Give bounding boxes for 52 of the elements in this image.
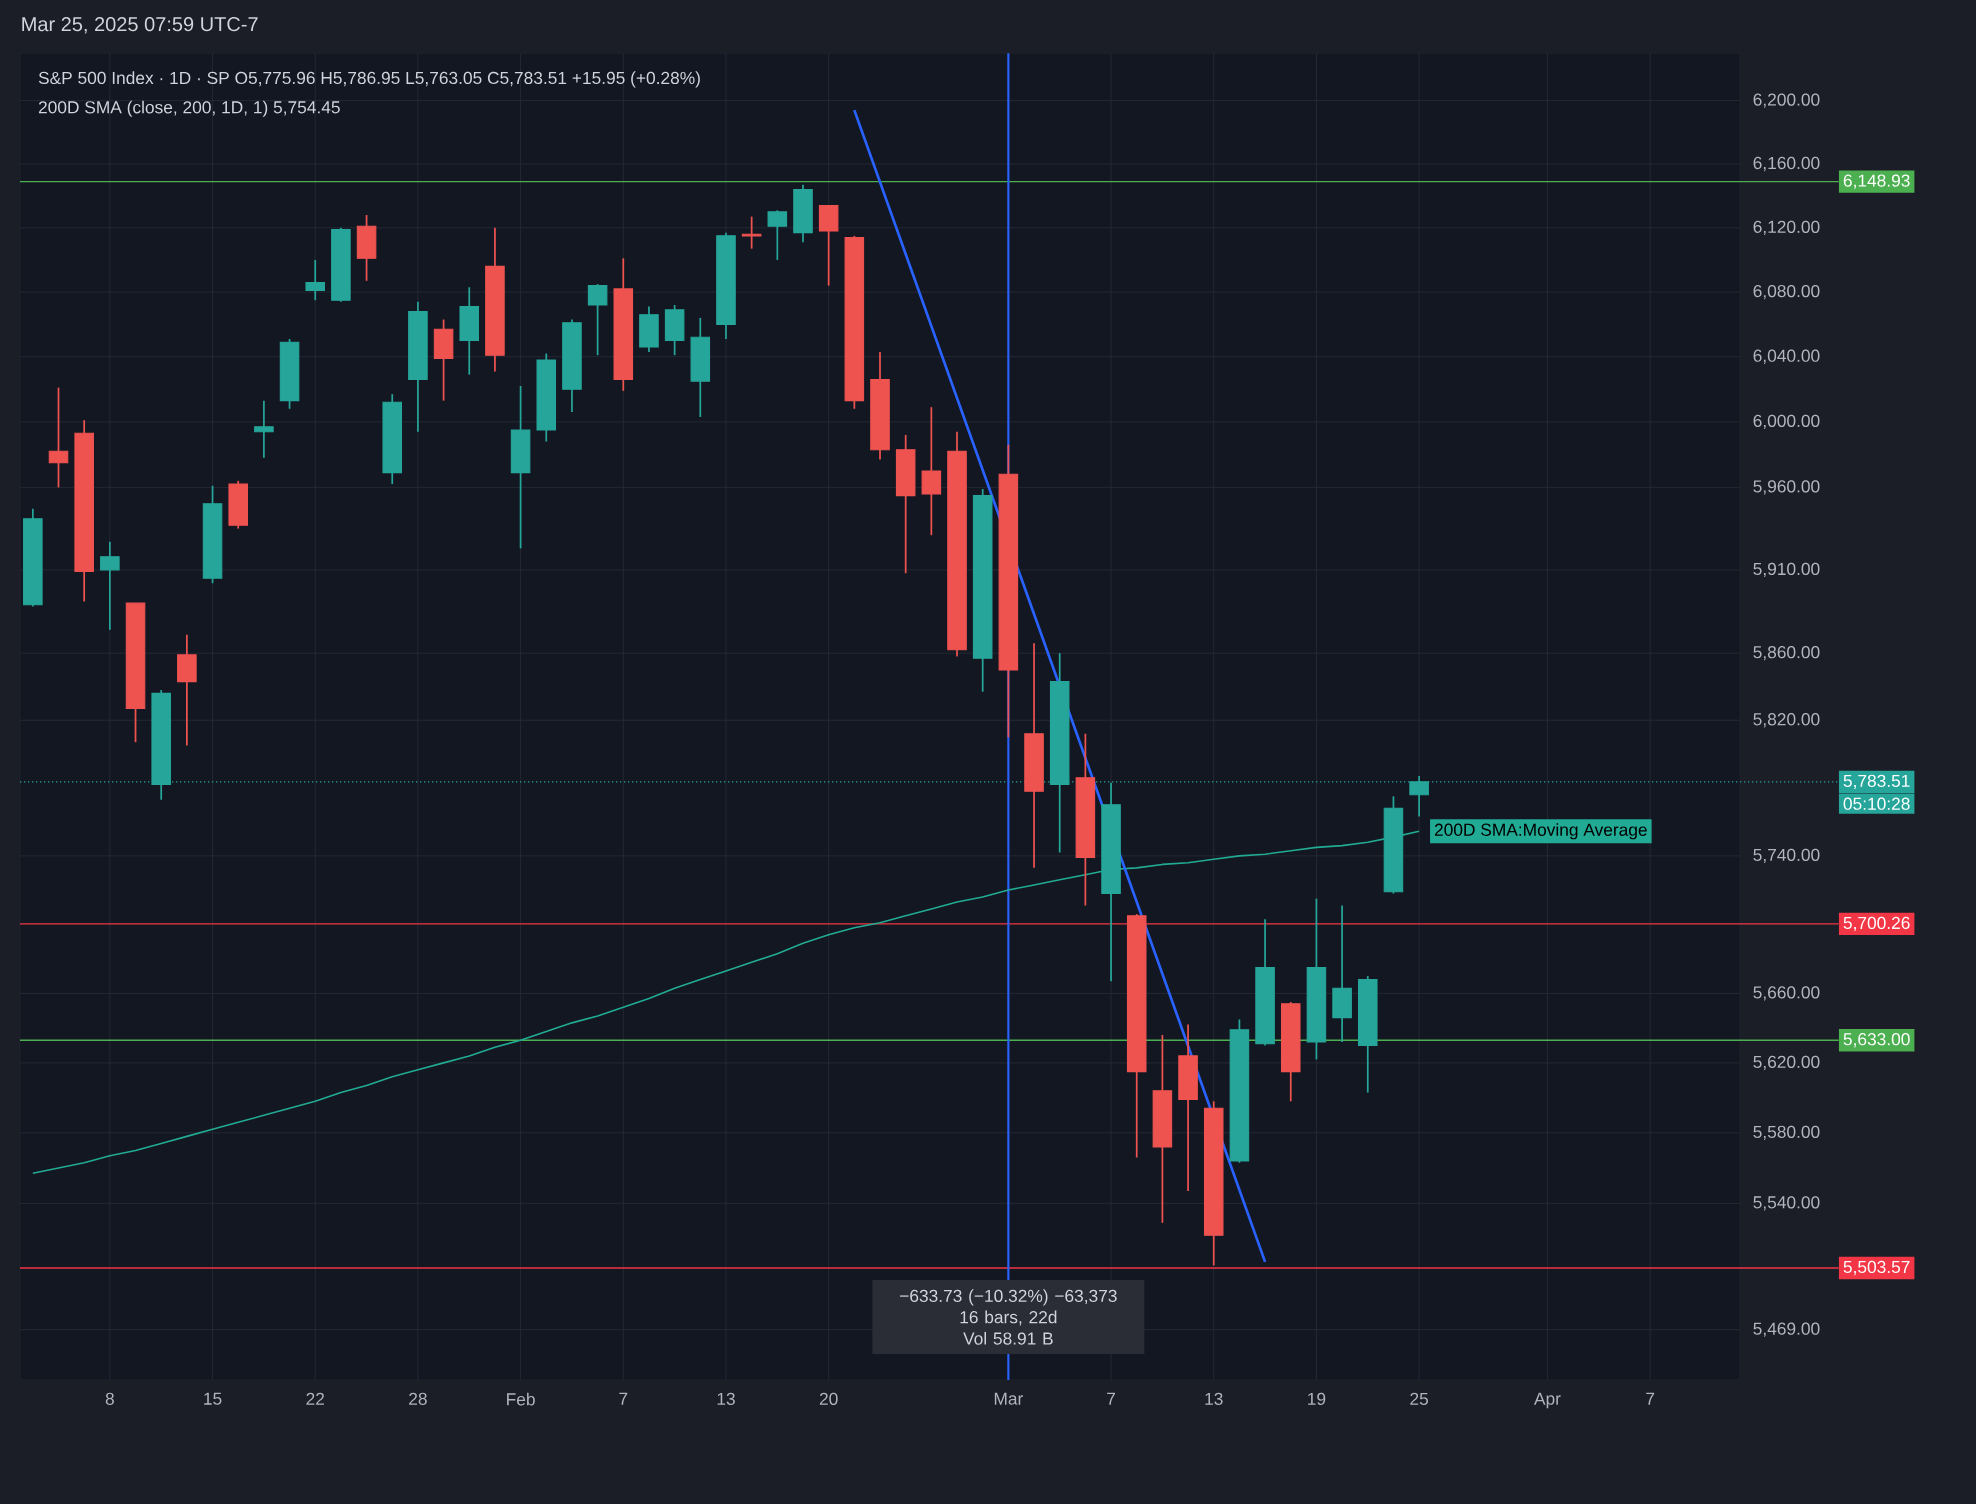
annotation: 200D SMA (close, 200, 1D, 1) 5,754.45: [38, 100, 340, 117]
x-tick-label: 13: [717, 1392, 735, 1405]
ref-line-label: 5,700.26: [1843, 916, 1910, 932]
candlestick: [767, 209, 788, 261]
x-tick-label: Apr: [1534, 1392, 1561, 1409]
y-tick-label: 6,000.00: [1753, 414, 1820, 430]
candlestick: [100, 540, 120, 631]
x-tick-label: 28: [409, 1392, 427, 1405]
y-tick-label: 5,960.00: [1753, 480, 1820, 495]
x-tick-label: 7: [619, 1392, 628, 1405]
annotation: −633.73 (−10.32%) −63,373: [900, 1289, 1117, 1306]
candlestick: [48, 386, 69, 489]
ref-line-label: 5,633.00: [1843, 1033, 1910, 1048]
candlestick: [587, 283, 608, 357]
y-tick-label: 6,200.00: [1753, 93, 1820, 108]
y-tick-label: 5,580.00: [1753, 1125, 1820, 1141]
candlestick: [254, 399, 274, 459]
x-tick-label: Mar: [994, 1392, 1023, 1405]
y-tick-label: 6,120.00: [1753, 220, 1820, 236]
y-tick-label: 5,910.00: [1753, 562, 1820, 578]
x-tick-label: Feb: [507, 1392, 535, 1406]
annotation: Vol 58.91 B: [963, 1331, 1053, 1345]
x-tick-label: 7: [1107, 1392, 1115, 1405]
candlestick: [921, 406, 942, 537]
y-tick-label: 6,080.00: [1753, 284, 1820, 300]
x-tick-label: 8: [105, 1392, 114, 1405]
y-tick-label: 6,040.00: [1753, 349, 1820, 364]
series-label: 200D SMA:Moving Average: [1434, 823, 1647, 840]
ref-line-label: 5,783.51: [1843, 774, 1910, 790]
y-tick-label: 6,160.00: [1753, 156, 1820, 172]
y-tick-label: 5,620.00: [1753, 1055, 1820, 1071]
candlestick: [741, 215, 762, 250]
x-tick-label: 20: [819, 1392, 838, 1405]
x-tick-label: 15: [204, 1392, 222, 1405]
annotation: 16 bars, 22d: [960, 1310, 1057, 1326]
x-tick-label: 25: [1410, 1392, 1429, 1405]
chart-title: Mar 25, 2025 07:59 UTC-7: [22, 17, 258, 34]
y-tick-label: 5,820.00: [1753, 713, 1820, 728]
text: 05:10:28: [1843, 797, 1910, 810]
y-tick-label: 5,540.00: [1753, 1196, 1820, 1211]
y-tick-label: 5,860.00: [1753, 646, 1820, 661]
y-tick-label: 5,660.00: [1753, 986, 1820, 1001]
y-tick-label: 5,740.00: [1753, 848, 1820, 864]
x-tick-label: 22: [306, 1392, 324, 1405]
x-tick-label: 19: [1308, 1392, 1326, 1405]
candlestick: [305, 259, 326, 302]
ref-line-label: 5,503.57: [1843, 1260, 1910, 1276]
y-tick-label: 5,469.00: [1753, 1322, 1820, 1337]
ref-line-label: 6,148.93: [1843, 174, 1910, 189]
text: S&P 500 Index · 1D · SP O5,775.96 H5,786.95 L5,763.05 C5,783.51 +15.95 (+0.28%): [38, 71, 700, 88]
x-tick-label: 13: [1205, 1392, 1223, 1405]
x-tick-label: 7: [1646, 1392, 1655, 1405]
